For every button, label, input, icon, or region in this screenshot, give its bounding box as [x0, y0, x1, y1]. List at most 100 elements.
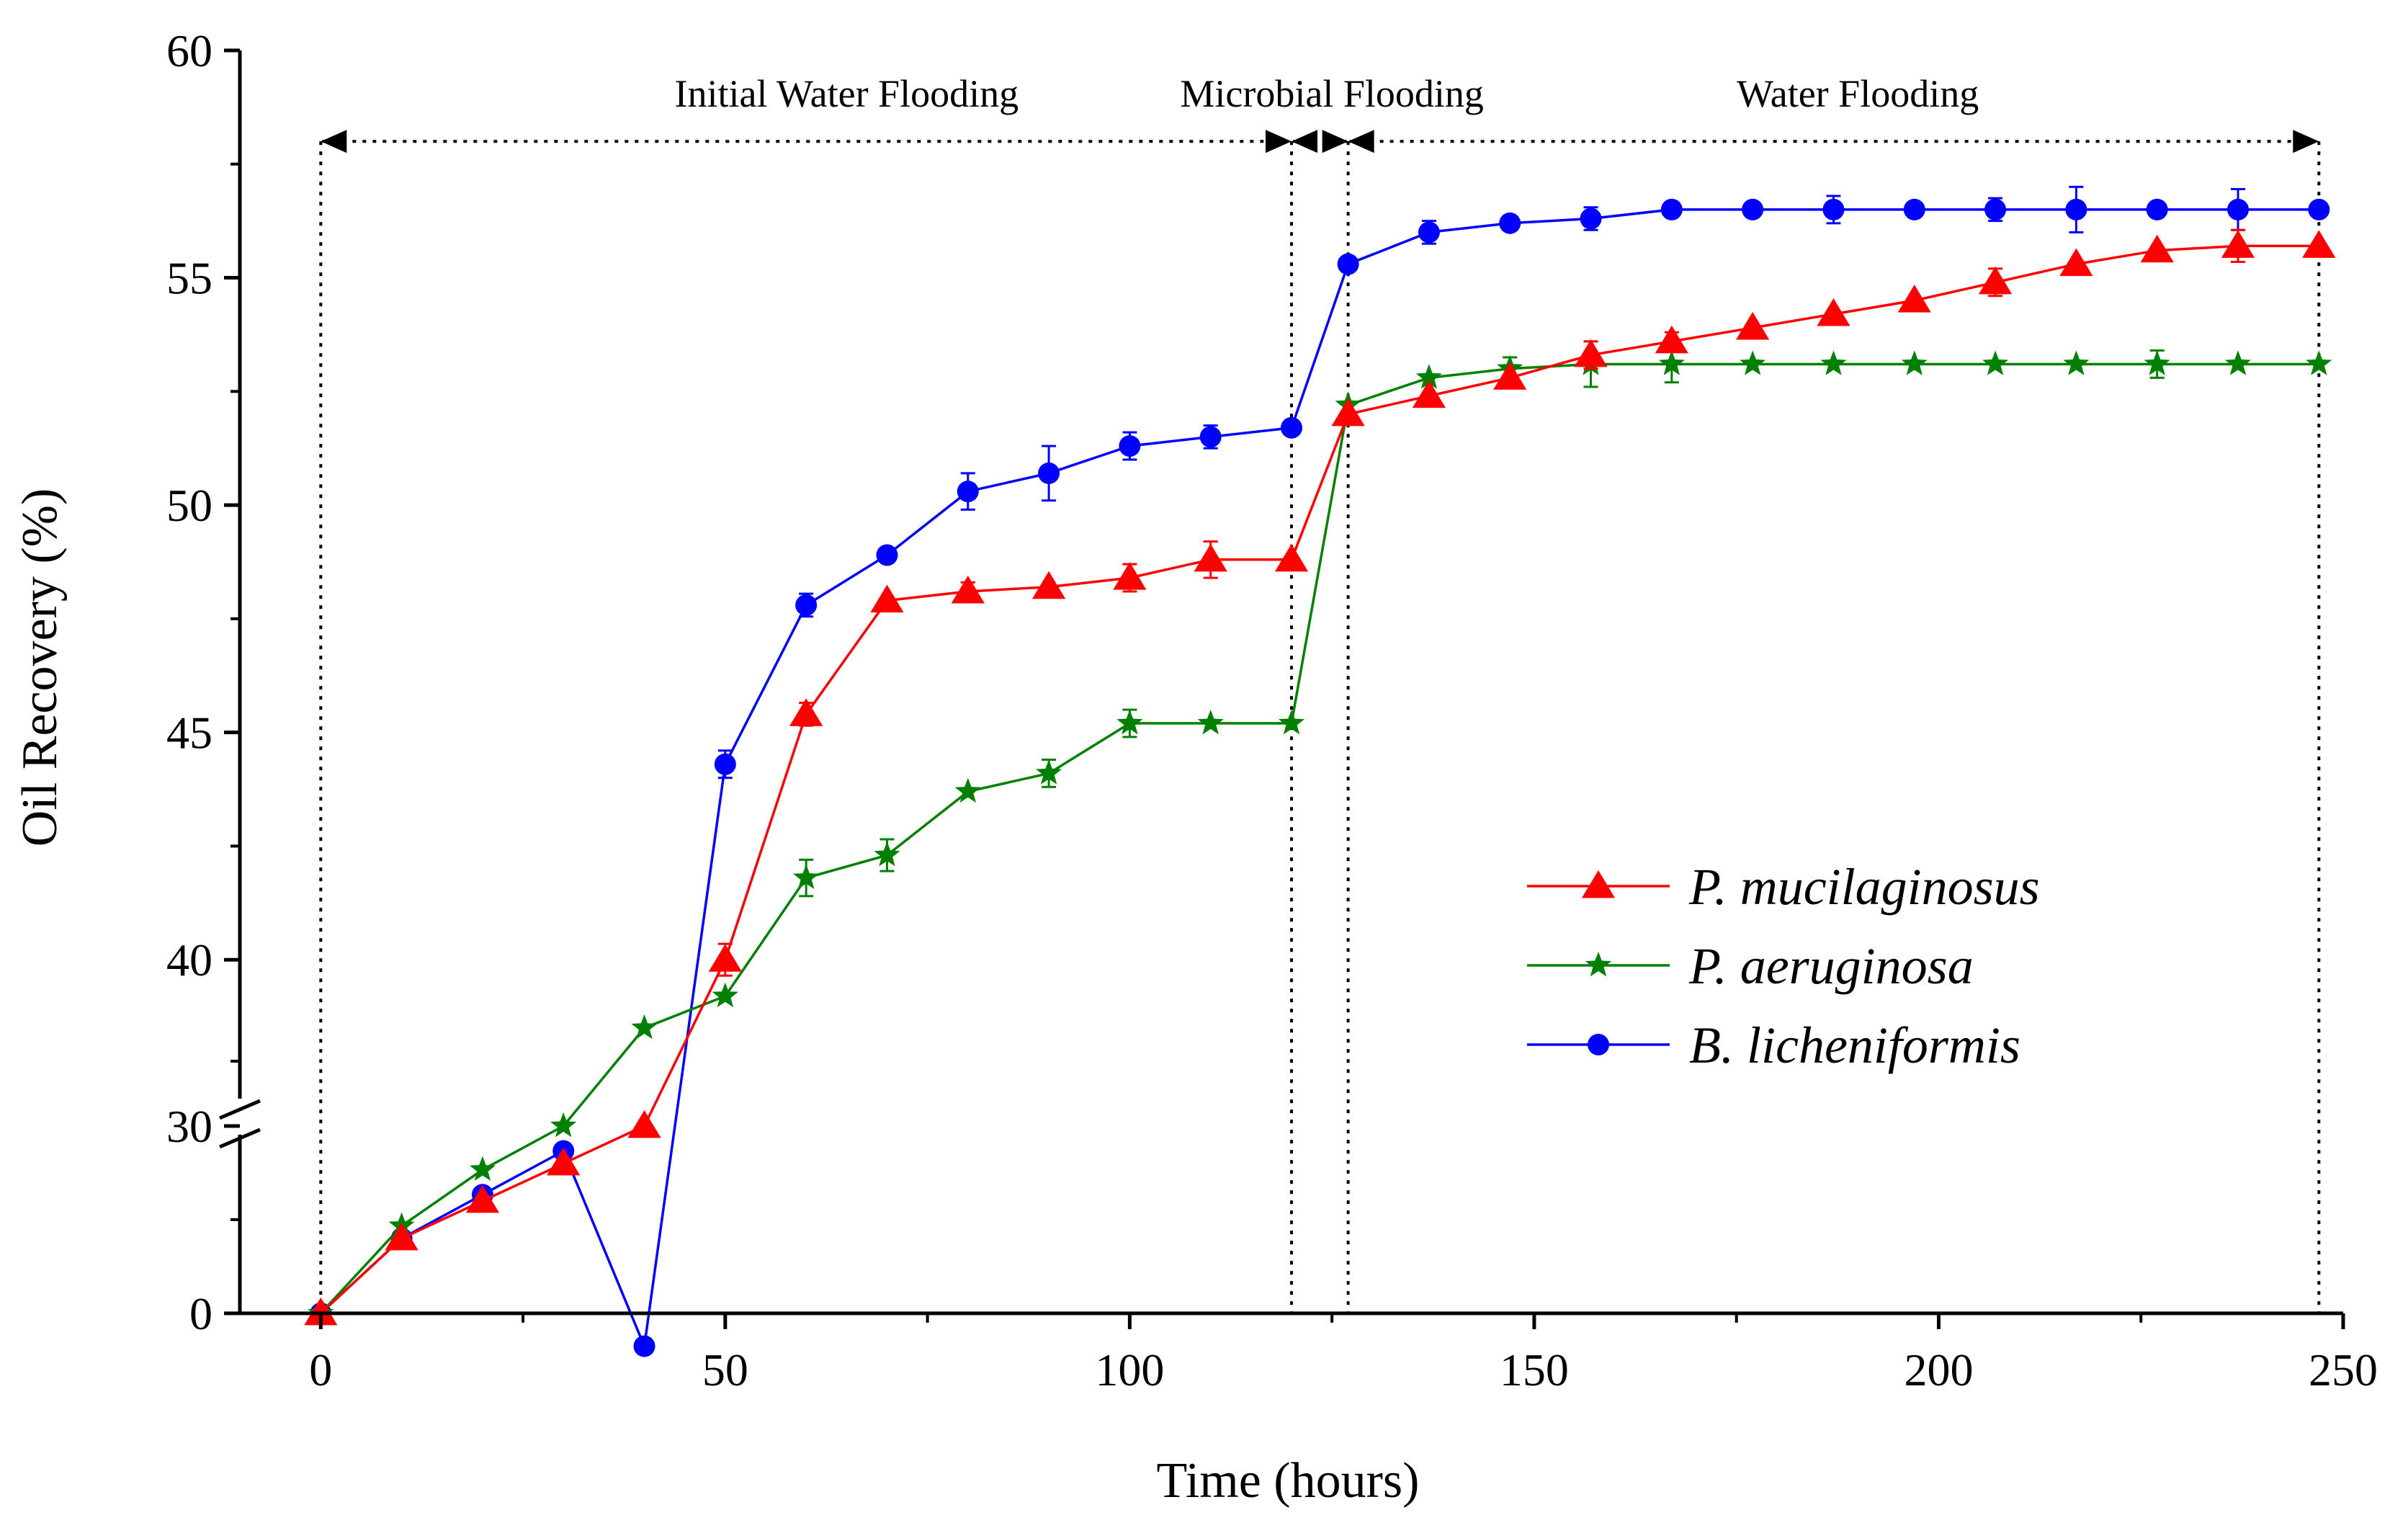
phase-arrowhead-right — [2293, 130, 2319, 153]
data-point-star — [1901, 350, 1928, 375]
data-point-star — [631, 1014, 658, 1040]
data-point-circle — [1660, 198, 1683, 220]
data-point-triangle — [1574, 339, 1608, 367]
data-point-triangle — [1274, 543, 1309, 572]
series-line — [320, 362, 2319, 1315]
data-point-triangle — [1031, 571, 1066, 599]
data-point-star — [793, 864, 820, 889]
data-point-circle — [876, 544, 898, 566]
legend-label: P. aeruginosa — [1688, 937, 1974, 995]
data-point-circle — [714, 753, 736, 775]
data-point-circle — [2146, 198, 2168, 220]
series-line — [320, 208, 2319, 1351]
phase-label: Initial Water Flooding — [675, 72, 1019, 115]
data-point-triangle — [1581, 870, 1616, 898]
data-point-triangle — [465, 1185, 500, 1213]
x-tick-label: 100 — [1095, 1344, 1164, 1395]
data-point-star — [1820, 350, 1847, 375]
series-line — [320, 244, 2319, 1315]
data-point-star — [469, 1156, 496, 1181]
phase-arrowhead-left — [1292, 130, 1317, 153]
data-point-star — [1740, 350, 1766, 375]
data-point-circle — [1822, 198, 1845, 220]
phase-label: Microbial Flooding — [1180, 72, 1483, 115]
data-point-triangle — [870, 584, 904, 613]
phase-arrowhead-left — [1348, 130, 1374, 153]
axes: 0 50 100 150 200 250 0 30 40 45 50 55 60 Time (hours)… — [12, 25, 2378, 1509]
data-point-triangle — [1897, 285, 1931, 313]
data-point-star — [2306, 350, 2332, 375]
data-point-triangle — [2059, 248, 2093, 277]
x-tick-label: 200 — [1904, 1344, 1973, 1395]
data-point-triangle — [1978, 266, 2013, 295]
data-point-triangle — [1412, 380, 1446, 408]
data-point-circle — [1984, 198, 2007, 220]
data-point-circle — [633, 1335, 655, 1357]
y-tick-label: 30 — [166, 1101, 212, 1152]
data-point-star — [550, 1112, 577, 1138]
y-tick-label: 55 — [166, 253, 212, 304]
data-point-circle — [1418, 221, 1440, 244]
phase-arrowhead-left — [321, 130, 347, 153]
data-point-circle — [1119, 435, 1141, 457]
data-point-circle — [1199, 426, 1222, 448]
data-point-triangle — [1113, 562, 1147, 590]
y-tick-label: 40 — [166, 934, 212, 986]
data-point-triangle — [708, 944, 742, 972]
data-point-triangle — [2302, 230, 2336, 258]
axis-break-mark-upper — [219, 1099, 261, 1120]
axis-break-mark-lower — [219, 1127, 261, 1149]
x-tick-label: 150 — [1500, 1344, 1569, 1395]
y-tick-label: 0 — [189, 1288, 212, 1339]
data-point-star — [1658, 350, 1685, 375]
data-point-star — [712, 982, 738, 1008]
data-point-star — [2063, 350, 2090, 375]
y-tick-label: 50 — [166, 480, 212, 531]
data-point-triangle — [951, 576, 985, 604]
data-point-star — [1116, 710, 1143, 735]
data-point-triangle — [1736, 311, 1770, 340]
legend-label: P. mucilaginosus — [1688, 858, 2040, 916]
data-point-circle — [1742, 198, 1764, 220]
legend-label: B. licheniformis — [1689, 1017, 2020, 1074]
y-tick-label: 45 — [166, 707, 212, 759]
data-point-circle — [795, 594, 818, 616]
data-point-circle — [1499, 212, 1521, 234]
phase-arrowhead-right — [1266, 130, 1292, 153]
phase-annotations: Initial Water Flooding Microbial Flooding… — [319, 72, 2321, 1313]
data-point-circle — [1903, 198, 1925, 220]
x-tick-label: 0 — [309, 1344, 332, 1395]
data-point-triangle — [1817, 298, 1850, 326]
data-point-star — [1036, 759, 1062, 785]
data-point-triangle — [1493, 362, 1527, 390]
series-p-mucilaginosus — [304, 228, 2336, 1326]
phase-arrowhead-right — [1322, 130, 1348, 153]
data-point-triangle — [2140, 234, 2174, 263]
data-point-circle — [1038, 462, 1060, 484]
data-point-star — [874, 841, 900, 867]
x-tick-label: 50 — [702, 1344, 748, 1395]
data-point-star — [1278, 710, 1305, 735]
y-axis-title: Oil Recovery (%) — [12, 488, 68, 847]
series-group — [304, 185, 2336, 1357]
data-point-triangle — [1331, 398, 1365, 426]
phase-label: Water Flooding — [1737, 72, 1979, 115]
data-point-star — [954, 777, 981, 803]
data-point-circle — [1580, 207, 1602, 230]
data-point-circle — [1281, 416, 1302, 439]
series-b-licheniformis — [310, 185, 2330, 1357]
data-point-circle — [957, 481, 979, 503]
data-point-star — [2144, 350, 2170, 375]
data-point-triangle — [1194, 543, 1227, 572]
data-point-triangle — [304, 1297, 338, 1326]
data-point-triangle — [789, 698, 823, 726]
data-point-star — [1197, 710, 1224, 735]
x-axis-title: Time (hours) — [1157, 1453, 1420, 1509]
data-point-circle — [1588, 1034, 1609, 1055]
data-point-triangle — [2221, 230, 2255, 258]
data-point-triangle — [627, 1110, 661, 1138]
data-point-circle — [2308, 198, 2330, 220]
series-p-aeruginosa — [308, 340, 2332, 1325]
x-tick-label: 250 — [2309, 1344, 2378, 1395]
